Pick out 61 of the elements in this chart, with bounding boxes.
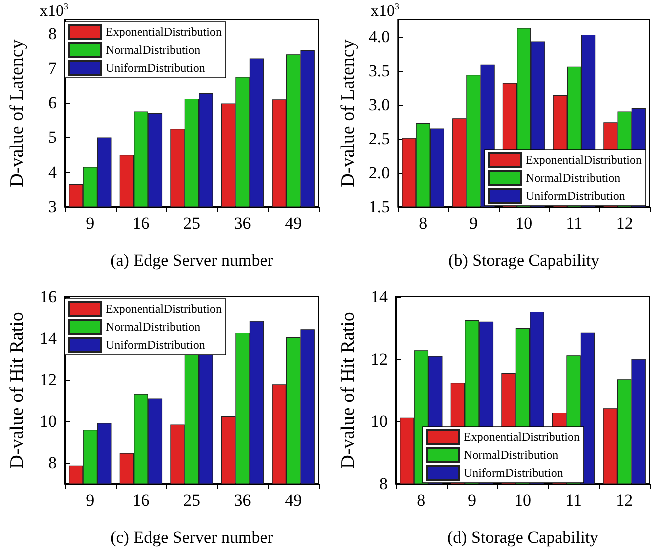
legend-label: ExponentialDistribution <box>106 25 222 39</box>
x-tick-label: 16 <box>132 214 150 233</box>
legend-label: ExponentialDistribution <box>106 302 222 316</box>
legend-label: ExponentialDistribution <box>464 430 580 444</box>
x-tick-label: 8 <box>419 214 428 233</box>
x-tick-label: 9 <box>469 214 478 233</box>
y-tick-label: 7 <box>48 58 58 78</box>
x-tick-label: 9 <box>86 214 95 233</box>
y-tick-label: 3 <box>48 198 57 216</box>
x-tick-label: 49 <box>285 214 302 233</box>
y-tick-label: 10 <box>40 412 57 432</box>
y-tick-label: 14 <box>371 288 388 306</box>
x-axis-title: (b) Storage Capability <box>448 251 600 270</box>
legend-label: UniformDistribution <box>106 61 206 75</box>
x-tick-label: 36 <box>234 214 252 233</box>
y-tick-label: 16 <box>40 288 57 306</box>
legend-label: NormalDistribution <box>464 448 559 462</box>
y-tick-label: 6 <box>48 94 57 113</box>
x-tick-label: 11 <box>566 214 583 233</box>
x-tick-label: 10 <box>514 491 532 510</box>
legend-label: UniformDistribution <box>464 466 564 480</box>
x-tick-label: 10 <box>516 214 533 233</box>
y-axis-title: D-value of Hit Ratio <box>338 312 359 469</box>
y-tick-label: 3.0 <box>368 96 390 114</box>
x-tick-label: 12 <box>616 214 634 233</box>
y-axis-title: D-value of Latency <box>7 39 28 188</box>
y-tick-label: 12 <box>40 370 57 390</box>
legend-label: NormalDistribution <box>106 320 201 334</box>
x-tick-label: 11 <box>566 491 582 510</box>
x-tick-label: 25 <box>184 214 200 233</box>
x-axis-title: (a) Edge Server number <box>110 251 274 270</box>
x-tick-label: 49 <box>285 491 302 510</box>
x-tick-label: 9 <box>468 491 476 510</box>
y-tick-label: 3.5 <box>368 62 390 80</box>
y-axis-title: D-value of Latency <box>338 39 359 188</box>
y-tick-label: 10 <box>371 412 388 432</box>
y-tick-label: 2.5 <box>368 130 390 148</box>
y-axis-title: D-value of Hit Ratio <box>7 312 28 469</box>
x-tick-label: 16 <box>132 491 150 510</box>
y-tick-label: 1.5 <box>368 198 390 216</box>
y-tick-label: 12 <box>371 350 388 369</box>
y-tick-label: 2.0 <box>368 164 390 182</box>
x-tick-label: 12 <box>616 491 634 510</box>
legend-label: ExponentialDistribution <box>526 153 642 167</box>
x-axis-title: (c) Edge Server number <box>110 528 274 547</box>
y-tick-label: 8 <box>48 24 57 44</box>
y-tick-label: 8 <box>380 474 388 494</box>
x-tick-label: 36 <box>234 491 252 510</box>
y-tick-label: 4.0 <box>368 28 390 46</box>
y-tick-label: 14 <box>40 329 58 348</box>
x-tick-label: 25 <box>184 491 200 510</box>
x-tick-label: 8 <box>417 491 426 510</box>
x-axis-title: (d) Storage Capability <box>447 528 600 547</box>
legend-label: UniformDistribution <box>106 338 206 352</box>
y-tick-label: 8 <box>48 454 57 473</box>
legend-label: UniformDistribution <box>526 189 626 203</box>
y-tick-label: 5 <box>48 128 57 148</box>
legend-label: NormalDistribution <box>106 43 201 57</box>
y-tick-label: 4 <box>48 162 58 182</box>
x-tick-label: 9 <box>86 491 95 510</box>
legend-label: NormalDistribution <box>526 171 621 185</box>
